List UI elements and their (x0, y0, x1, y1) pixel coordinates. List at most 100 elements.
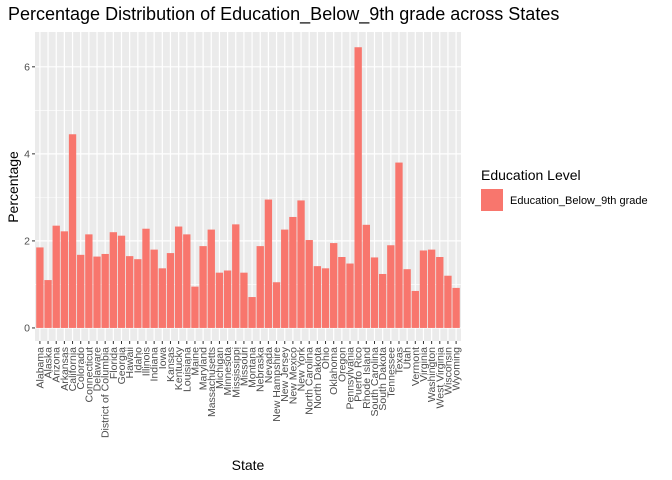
x-tick-label: Nebraska (255, 347, 267, 392)
bar-maryland (199, 246, 207, 328)
bar-south-dakota (378, 273, 387, 328)
x-tick-label: Wisconsin (442, 347, 454, 395)
bar-west-virginia (436, 257, 444, 328)
x-tick-label: Vermont (410, 347, 422, 386)
bar-connecticut (85, 234, 93, 328)
bar-virginia (419, 250, 428, 328)
x-axis-title: State (232, 457, 265, 473)
x-tick-label: Texas (393, 347, 405, 374)
x-tick-label: Tennessee (385, 347, 397, 398)
legend: Education Level Education_Below_9th grad… (481, 167, 648, 211)
x-tick-label: Illinois (140, 347, 152, 376)
bar-iowa (158, 268, 166, 328)
x-tick-label: Maine (189, 347, 201, 376)
x-tick-label: North Dakota (312, 347, 324, 409)
bar-tennessee (387, 245, 395, 328)
x-tick-label: Virginia (418, 347, 430, 382)
bar-indiana (150, 249, 158, 328)
x-axis: AlabamaAlaskaArizonaArkansasCaliforniaCo… (34, 341, 463, 438)
bar-idaho (134, 259, 142, 328)
legend-label: Education_Below_9th grade (510, 195, 648, 207)
bar-new-york (297, 200, 305, 328)
bar-rhode-island (362, 224, 370, 328)
y-tick-label: 6 (24, 61, 30, 73)
x-tick-label: Rhode Island (361, 347, 373, 409)
bar-louisiana (183, 234, 191, 328)
x-tick-label: Arkansas (59, 347, 71, 391)
x-tick-label: District of Columbia (100, 347, 112, 438)
bar-south-carolina (370, 257, 379, 328)
x-tick-label: South Carolina (369, 347, 381, 417)
bar-massachusetts (207, 229, 215, 328)
bar-pennsylvania (346, 263, 354, 328)
bar-washington (427, 249, 436, 328)
x-tick-label: Hawaii (124, 347, 136, 379)
bar-colorado (77, 254, 85, 328)
y-axis-title: Percentage (5, 151, 21, 223)
x-tick-label: New Mexico (287, 347, 299, 404)
bar-new-mexico (289, 216, 297, 328)
bar-oklahoma (330, 243, 338, 328)
x-tick-label: Georgia (116, 347, 128, 385)
x-tick-label: New York (296, 346, 308, 391)
bar-delaware (93, 256, 101, 328)
y-tick-label: 2 (24, 235, 30, 247)
bar-michigan (215, 272, 224, 328)
x-tick-label: Arizona (51, 347, 63, 383)
x-tick-label: Missouri (238, 347, 250, 386)
x-tick-label: Kentucky (173, 346, 185, 390)
bar-florida (109, 232, 118, 328)
y-tick-label: 4 (24, 148, 30, 160)
bar-texas (395, 162, 403, 328)
bar-hawaii (125, 256, 134, 328)
x-tick-label: New Hampshire (271, 347, 283, 422)
x-tick-label: Ohio (320, 347, 332, 369)
x-tick-label: Maryland (198, 347, 210, 390)
x-tick-label: Washington (426, 347, 438, 402)
x-tick-label: Louisiana (181, 347, 193, 392)
x-tick-label: Alabama (34, 347, 46, 389)
bar-maine (191, 286, 199, 328)
x-tick-label: South Dakota (377, 347, 389, 411)
bar-montana (248, 297, 256, 328)
bar-georgia (117, 235, 126, 328)
bar-north-carolina (305, 240, 313, 328)
bar-kansas (166, 253, 175, 328)
bar-ohio (321, 268, 330, 328)
bar-arkansas (60, 231, 69, 328)
x-tick-label: Mississippi (230, 347, 242, 398)
bar-series (36, 47, 460, 328)
x-tick-label: Iowa (157, 347, 169, 369)
x-tick-label: Alaska (43, 347, 55, 379)
bar-mississippi (232, 224, 240, 328)
legend-key-swatch (481, 189, 503, 211)
chart-title: Percentage Distribution of Education_Bel… (8, 4, 559, 25)
bar-north-dakota (313, 266, 322, 328)
x-tick-label: Minnesota (222, 347, 234, 396)
x-tick-label: California (67, 347, 79, 392)
x-tick-label: Montana (247, 347, 259, 388)
y-axis: 0 2 4 6 (24, 61, 35, 334)
x-tick-label: Delaware (92, 347, 104, 392)
x-tick-label: Oregon (336, 347, 348, 382)
x-tick-label: Colorado (75, 347, 87, 390)
x-tick-label: Michigan (214, 347, 226, 389)
bar-missouri (240, 272, 248, 328)
bar-vermont (411, 290, 419, 328)
bar-new-jersey (281, 229, 289, 328)
x-tick-label: Pennsylvania (345, 347, 357, 410)
x-tick-label: Connecticut (83, 347, 95, 403)
x-tick-label: Kansas (165, 347, 177, 382)
x-tick-label: North Carolina (304, 347, 316, 415)
bar-wyoming (452, 287, 460, 328)
x-tick-label: Oklahoma (328, 347, 340, 395)
x-tick-label: Nevada (263, 347, 275, 383)
x-tick-label: Puerto Rico (353, 347, 365, 402)
bar-illinois (142, 228, 150, 328)
legend-title: Education Level (481, 167, 581, 183)
bar-alaska (44, 280, 52, 328)
x-tick-label: Utah (402, 347, 414, 369)
bar-minnesota (223, 270, 232, 328)
bar-california (68, 134, 77, 328)
